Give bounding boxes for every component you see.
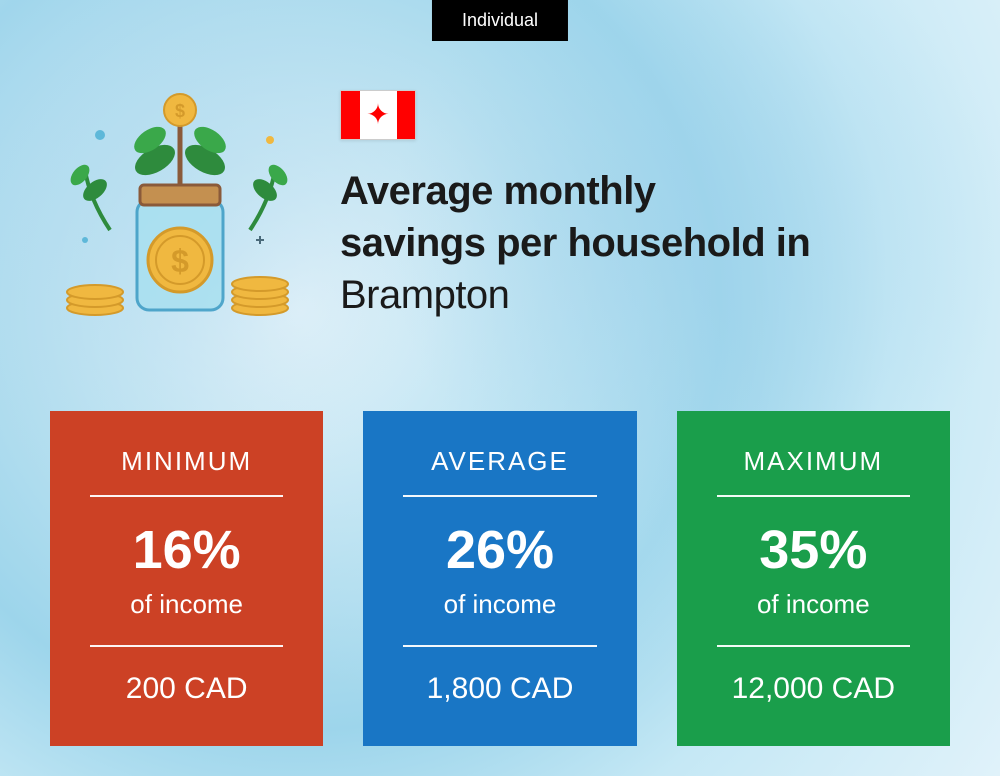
card-amount: 12,000 CAD: [702, 672, 925, 706]
card-label: AVERAGE: [403, 446, 596, 497]
title-line-1: Average monthly: [340, 169, 656, 213]
svg-text:$: $: [175, 101, 185, 121]
canada-flag-icon: ✦: [340, 90, 416, 140]
card-percent: 26%: [388, 519, 611, 581]
svg-text:$: $: [171, 243, 189, 279]
savings-illustration: $ $: [60, 90, 300, 330]
card-label: MINIMUM: [90, 446, 283, 497]
card-average: AVERAGE 26% of income 1,800 CAD: [363, 411, 636, 746]
card-percent: 16%: [75, 519, 298, 581]
tab-individual[interactable]: Individual: [432, 0, 568, 41]
card-sublabel: of income: [717, 589, 910, 647]
maple-leaf-icon: ✦: [366, 101, 389, 129]
title-line-2: savings per household in: [340, 221, 810, 265]
card-amount: 200 CAD: [75, 672, 298, 706]
stat-cards: MINIMUM 16% of income 200 CAD AVERAGE 26…: [50, 411, 950, 746]
tab-label: Individual: [462, 10, 538, 30]
card-maximum: MAXIMUM 35% of income 12,000 CAD: [677, 411, 950, 746]
page-title: Average monthly savings per household in…: [340, 165, 960, 321]
card-amount: 1,800 CAD: [388, 672, 611, 706]
card-minimum: MINIMUM 16% of income 200 CAD: [50, 411, 323, 746]
title-block: ✦ Average monthly savings per household …: [340, 90, 960, 321]
card-sublabel: of income: [403, 589, 596, 647]
title-city: Brampton: [340, 273, 509, 317]
card-sublabel: of income: [90, 589, 283, 647]
card-percent: 35%: [702, 519, 925, 581]
header-section: $ $ ✦: [60, 90, 960, 330]
card-label: MAXIMUM: [717, 446, 910, 497]
